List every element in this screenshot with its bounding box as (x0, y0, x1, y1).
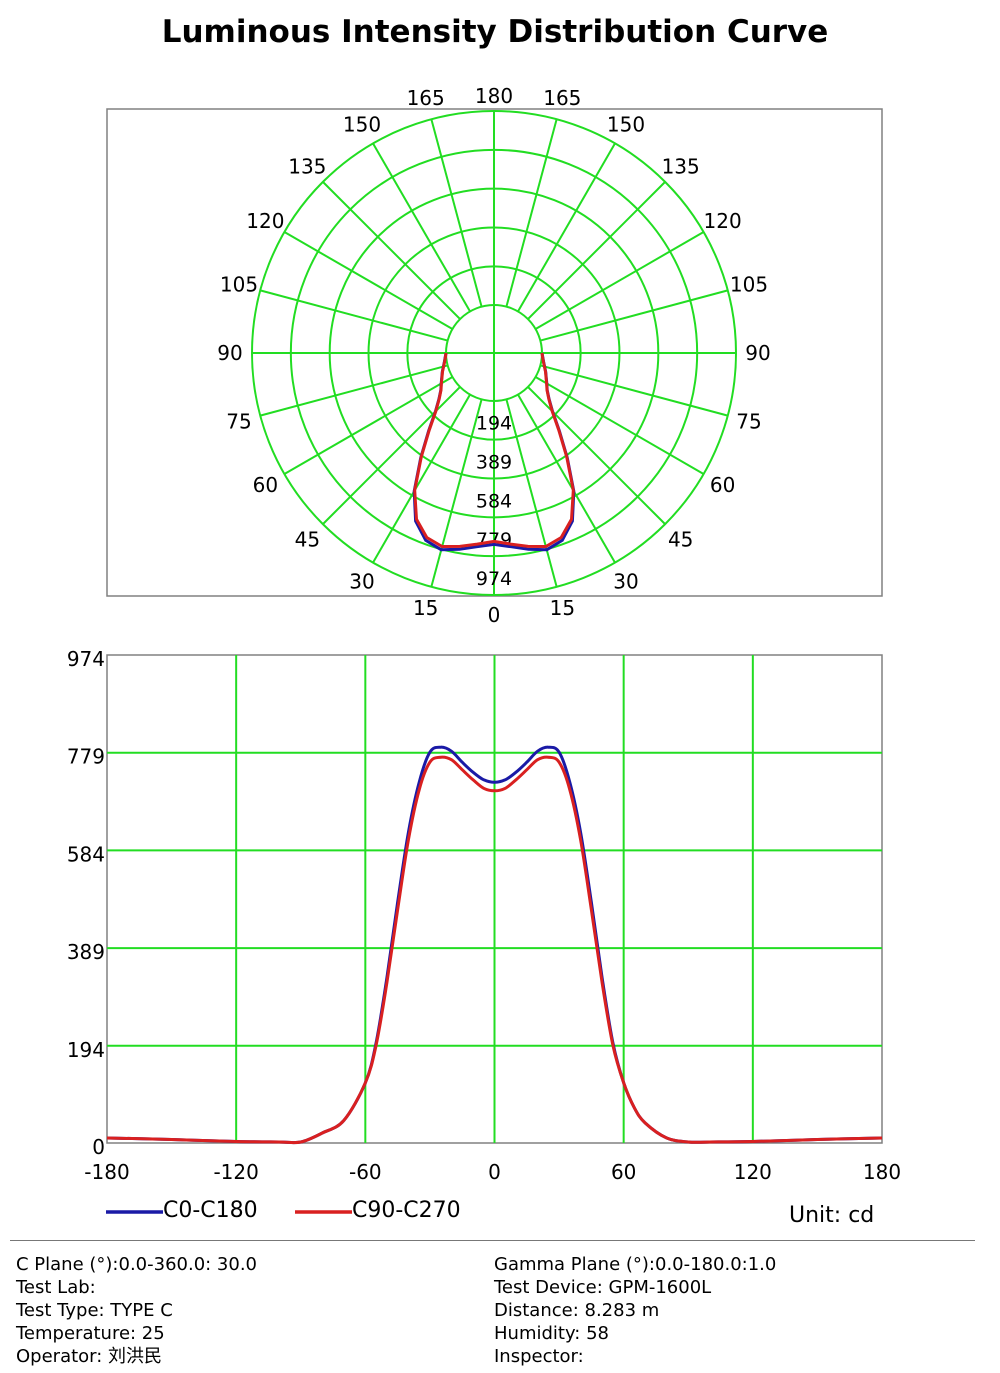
polar-angle-label: 75 (736, 409, 761, 433)
polar-angle-label: 120 (704, 209, 742, 233)
legend-label-c0: C0-C180 (163, 1198, 258, 1223)
polar-spoke (517, 142, 616, 312)
y-tick-label: 194 (67, 1038, 105, 1062)
polar-angle-label: 120 (246, 209, 284, 233)
polar-chart: 180 0 165 165 150 150 135 135 120 120 105 105 90 90 75… (106, 84, 883, 627)
polar-spoke (372, 394, 471, 564)
x-tick-label: -180 (84, 1160, 129, 1184)
y-tick-label: 0 (92, 1135, 105, 1159)
polar-spoke (430, 399, 483, 588)
info-test-device: Test Device: GPM-1600L (494, 1277, 712, 1298)
info-test-lab: Test Lab: (16, 1277, 96, 1298)
polar-angle-label: 150 (607, 112, 645, 136)
polar-angle-label: 105 (220, 273, 258, 297)
info-gamma-plane: Gamma Plane (°):0.0-180.0:1.0 (494, 1254, 777, 1275)
polar-spoke (259, 289, 448, 342)
polar-spoke (259, 364, 448, 417)
polar-spoke (540, 289, 729, 342)
x-tick-label: -60 (349, 1160, 382, 1184)
info-test-type: Test Type: TYPE C (16, 1300, 173, 1321)
polar-spoke (540, 364, 729, 417)
info-right: Gamma Plane (°):0.0-180.0:1.0 Test Devic… (494, 1253, 776, 1368)
polar-angle-label: 150 (343, 112, 381, 136)
info-temperature: Temperature: 25 (16, 1323, 165, 1344)
polar-angle-label: 135 (288, 154, 326, 178)
polar-spoke (322, 386, 461, 525)
line-series-c90-c270 (106, 755, 883, 1145)
line-chart: -180 -120 -60 0 60 120 180 0 194 389 584 779 974 (67, 647, 901, 1184)
polar-spoke (322, 181, 461, 320)
polar-spoke (283, 376, 453, 475)
polar-spoke (517, 394, 616, 564)
polar-radial-label: 584 (476, 490, 512, 512)
polar-angle-label: 45 (295, 528, 320, 552)
y-tick-label: 974 (67, 647, 105, 671)
polar-angle-label: 90 (745, 341, 770, 365)
polar-spoke (527, 181, 666, 320)
polar-angle-label: 15 (550, 596, 575, 620)
polar-radial-label: 389 (476, 451, 512, 473)
polar-angle-label: 15 (413, 596, 438, 620)
x-tick-label: 120 (734, 1160, 772, 1184)
polar-angle-label: 90 (217, 341, 242, 365)
y-tick-label: 584 (67, 842, 105, 866)
unit-label: Unit: cd (789, 1203, 875, 1228)
polar-spoke (505, 118, 558, 307)
y-tick-label: 779 (67, 745, 105, 769)
y-tick-label: 389 (67, 940, 105, 964)
info-c-plane: C Plane (°):0.0-360.0: 30.0 (16, 1254, 258, 1275)
info-distance: Distance: 8.283 m (494, 1300, 660, 1321)
polar-angle-label: 60 (710, 473, 735, 497)
info-humidity: Humidity: 58 (494, 1323, 609, 1344)
polar-angle-label: 0 (488, 603, 501, 627)
polar-angle-label: 30 (349, 570, 374, 594)
polar-angle-label: 75 (226, 409, 251, 433)
polar-angle-label: 105 (730, 273, 768, 297)
polar-frame (106, 108, 883, 597)
polar-radial-label: 974 (476, 568, 512, 590)
info-inspector: Inspector: (494, 1346, 584, 1367)
polar-angle-label: 30 (613, 570, 638, 594)
polar-spoke (372, 142, 471, 312)
legend-label-c90: C90-C270 (352, 1198, 461, 1223)
polar-angle-label: 45 (668, 528, 693, 552)
polar-spoke (430, 118, 483, 307)
polar-spoke (283, 231, 453, 330)
info-operator: Operator: 刘洪民 (16, 1346, 163, 1367)
polar-spoke (505, 399, 558, 588)
divider (10, 1240, 975, 1241)
info-left: C Plane (°):0.0-360.0: 30.0 Test Lab: Te… (16, 1253, 257, 1368)
polar-angle-label: 165 (407, 86, 445, 110)
x-tick-label: -120 (213, 1160, 258, 1184)
polar-angle-label: 165 (543, 86, 581, 110)
page-title: Luminous Intensity Distribution Curve (161, 14, 829, 50)
polar-spoke (527, 386, 666, 525)
polar-spoke (535, 376, 705, 475)
polar-angle-label: 135 (662, 154, 700, 178)
polar-series-c90-c270 (413, 352, 575, 548)
x-tick-label: 60 (611, 1160, 636, 1184)
polar-angle-label: 60 (253, 473, 278, 497)
x-tick-label: 0 (488, 1160, 501, 1184)
polar-spoke (535, 231, 705, 330)
polar-angle-label: 180 (475, 84, 513, 108)
polar-radial-label: 194 (476, 413, 512, 435)
x-tick-label: 180 (863, 1160, 901, 1184)
